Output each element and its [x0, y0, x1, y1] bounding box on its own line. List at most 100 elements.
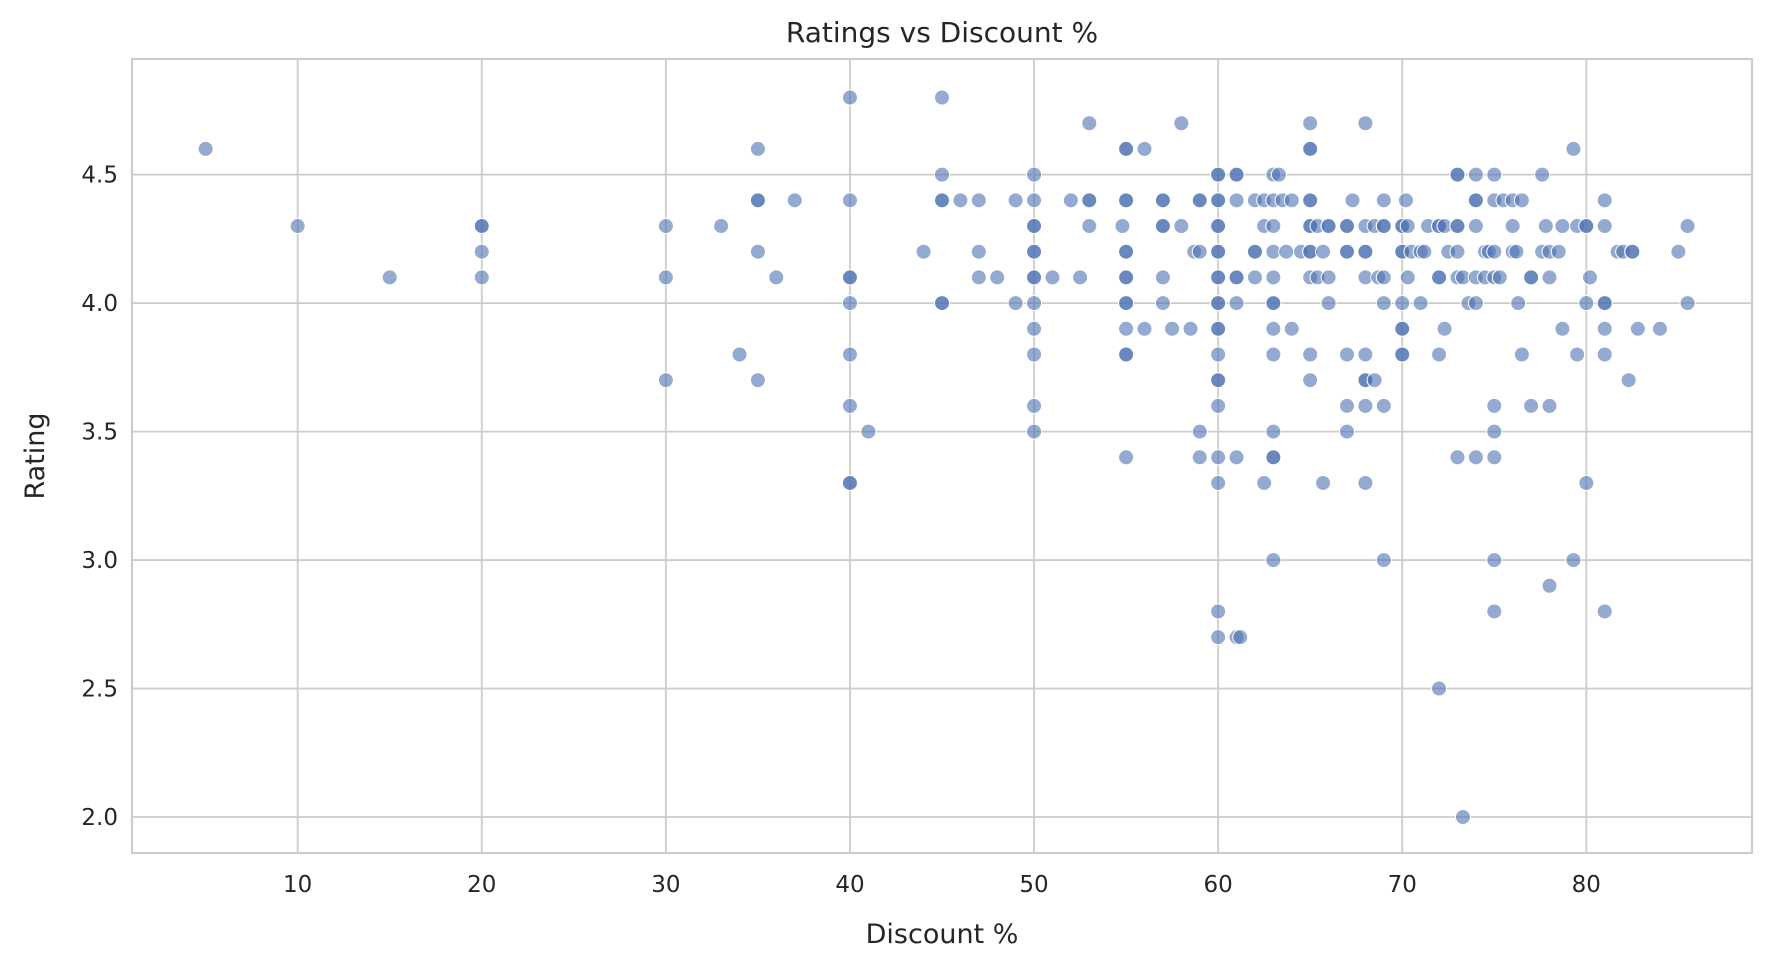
data-point — [1210, 166, 1227, 183]
x-tick-label: 40 — [835, 872, 864, 898]
data-point — [749, 140, 766, 157]
data-point — [1467, 449, 1484, 466]
data-point — [657, 372, 674, 389]
data-point — [1679, 218, 1696, 235]
data-point — [1582, 269, 1598, 286]
data-point — [1062, 192, 1079, 209]
data-point — [381, 269, 398, 286]
data-point — [1523, 269, 1540, 286]
data-point — [841, 474, 858, 491]
data-point — [1320, 218, 1337, 235]
data-point — [1357, 243, 1374, 260]
data-point — [1154, 295, 1171, 312]
data-point — [1541, 397, 1558, 414]
data-point — [1191, 192, 1208, 209]
data-point — [841, 346, 858, 363]
data-point — [1399, 269, 1416, 286]
data-point — [1228, 449, 1245, 466]
data-point — [1007, 192, 1024, 209]
data-point — [1565, 140, 1582, 157]
data-point — [1210, 629, 1227, 646]
data-point — [1265, 320, 1282, 337]
data-point — [1486, 423, 1503, 440]
data-point — [1523, 397, 1540, 414]
data-point — [1651, 320, 1668, 337]
data-points — [197, 89, 1696, 826]
data-point — [1265, 552, 1282, 569]
data-point — [841, 89, 858, 106]
data-point — [1620, 372, 1637, 389]
data-point — [1320, 295, 1337, 312]
data-point — [1578, 218, 1595, 235]
data-point — [1173, 218, 1190, 235]
data-point — [1541, 577, 1558, 594]
data-point — [1191, 423, 1208, 440]
data-point — [1210, 295, 1227, 312]
data-point — [1596, 218, 1613, 235]
data-point — [1578, 474, 1595, 491]
data-point — [1026, 166, 1043, 183]
data-point — [1394, 346, 1411, 363]
data-point — [1154, 269, 1171, 286]
data-point — [1315, 243, 1332, 260]
data-point — [1375, 192, 1392, 209]
data-point — [1375, 269, 1392, 286]
data-point — [1449, 218, 1466, 235]
data-point — [1513, 192, 1530, 209]
data-point — [1449, 449, 1466, 466]
data-point — [1173, 115, 1190, 132]
data-point — [473, 218, 490, 235]
data-point — [1375, 218, 1392, 235]
x-tick-label: 10 — [283, 872, 312, 898]
data-point — [1182, 320, 1199, 337]
data-point — [1210, 372, 1227, 389]
data-point — [1210, 269, 1227, 286]
data-point — [1302, 346, 1319, 363]
data-point — [1565, 552, 1582, 569]
data-point — [1302, 140, 1319, 157]
data-point — [1375, 552, 1392, 569]
y-tick-label: 4.5 — [81, 163, 118, 189]
y-axis-label: Rating — [20, 412, 51, 499]
data-point — [1228, 166, 1245, 183]
data-point — [1136, 140, 1153, 157]
data-point — [934, 89, 950, 106]
data-point — [1534, 166, 1551, 183]
data-point — [1339, 423, 1355, 440]
data-point — [1357, 474, 1374, 491]
data-point — [1081, 192, 1098, 209]
data-point — [1283, 192, 1300, 209]
data-point — [749, 243, 766, 260]
data-point — [1339, 346, 1355, 363]
y-tick-label: 4.0 — [81, 291, 118, 317]
x-tick-label: 50 — [1019, 872, 1048, 898]
data-point — [1357, 397, 1374, 414]
data-point — [1596, 346, 1613, 363]
data-point — [1596, 295, 1613, 312]
x-tick-label: 70 — [1388, 872, 1417, 898]
data-point — [1629, 320, 1646, 337]
data-point — [1596, 603, 1613, 620]
data-point — [1044, 269, 1061, 286]
data-point — [1265, 295, 1282, 312]
data-point — [1265, 269, 1282, 286]
data-point — [1270, 166, 1287, 183]
data-point — [1431, 269, 1448, 286]
data-point — [1569, 346, 1586, 363]
data-point — [1026, 192, 1043, 209]
data-point — [1118, 346, 1135, 363]
data-point — [1283, 320, 1300, 337]
data-point — [1246, 269, 1263, 286]
data-point — [1449, 166, 1466, 183]
data-point — [1670, 243, 1687, 260]
data-point — [1412, 295, 1429, 312]
data-point — [1228, 192, 1245, 209]
data-point — [915, 243, 932, 260]
y-tick-label: 3.0 — [81, 548, 118, 574]
data-point — [1315, 474, 1332, 491]
data-point — [1554, 218, 1571, 235]
data-point — [1210, 474, 1227, 491]
data-point — [841, 192, 858, 209]
data-point — [1026, 320, 1043, 337]
data-point — [1210, 346, 1227, 363]
